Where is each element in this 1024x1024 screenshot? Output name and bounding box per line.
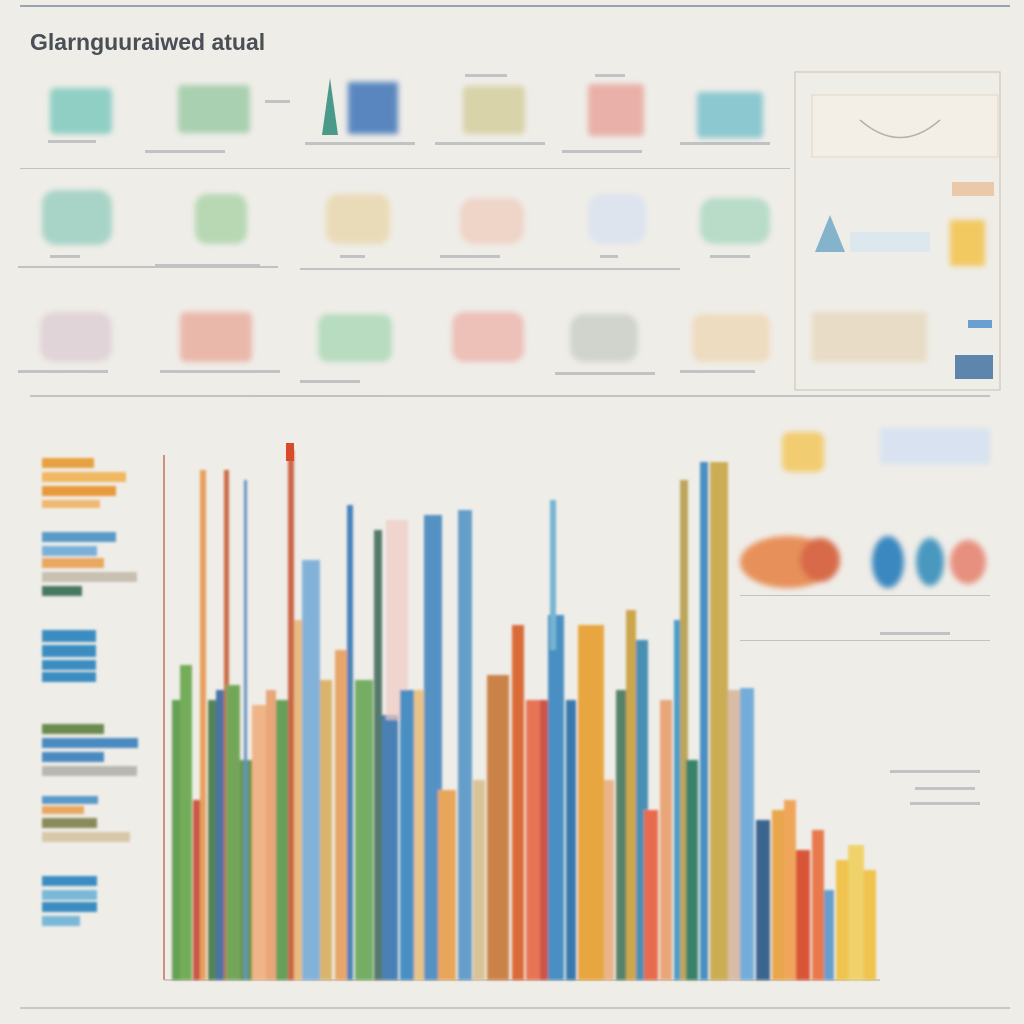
thumbnail — [588, 84, 644, 136]
thumbnail — [178, 85, 250, 133]
thumbnail — [452, 312, 524, 362]
right-widgets — [740, 428, 990, 588]
thumbnail — [318, 314, 392, 362]
thumbnail-grid — [40, 82, 770, 362]
thumbnail — [700, 198, 770, 244]
thumbnail — [460, 198, 524, 244]
page-title: Glarnguuraiwed atual — [30, 29, 265, 55]
mini-bar-lists — [42, 458, 138, 926]
thumbnail — [588, 194, 646, 244]
thumbnail — [50, 88, 112, 134]
thumbnail — [463, 86, 525, 134]
bar-field — [163, 443, 880, 981]
thumbnail — [326, 194, 390, 244]
thumbnail — [42, 190, 112, 245]
thumbnail — [570, 314, 638, 362]
thumbnail — [195, 194, 247, 244]
thumbnail — [40, 312, 112, 362]
side-panel — [794, 71, 1001, 391]
right-captions — [740, 595, 990, 805]
thumbnail — [348, 82, 398, 134]
thumbnail-spike — [322, 78, 338, 135]
captions — [18, 74, 990, 397]
thumbnail — [692, 314, 770, 362]
thumbnail — [697, 92, 763, 138]
thumbnail — [180, 312, 252, 362]
